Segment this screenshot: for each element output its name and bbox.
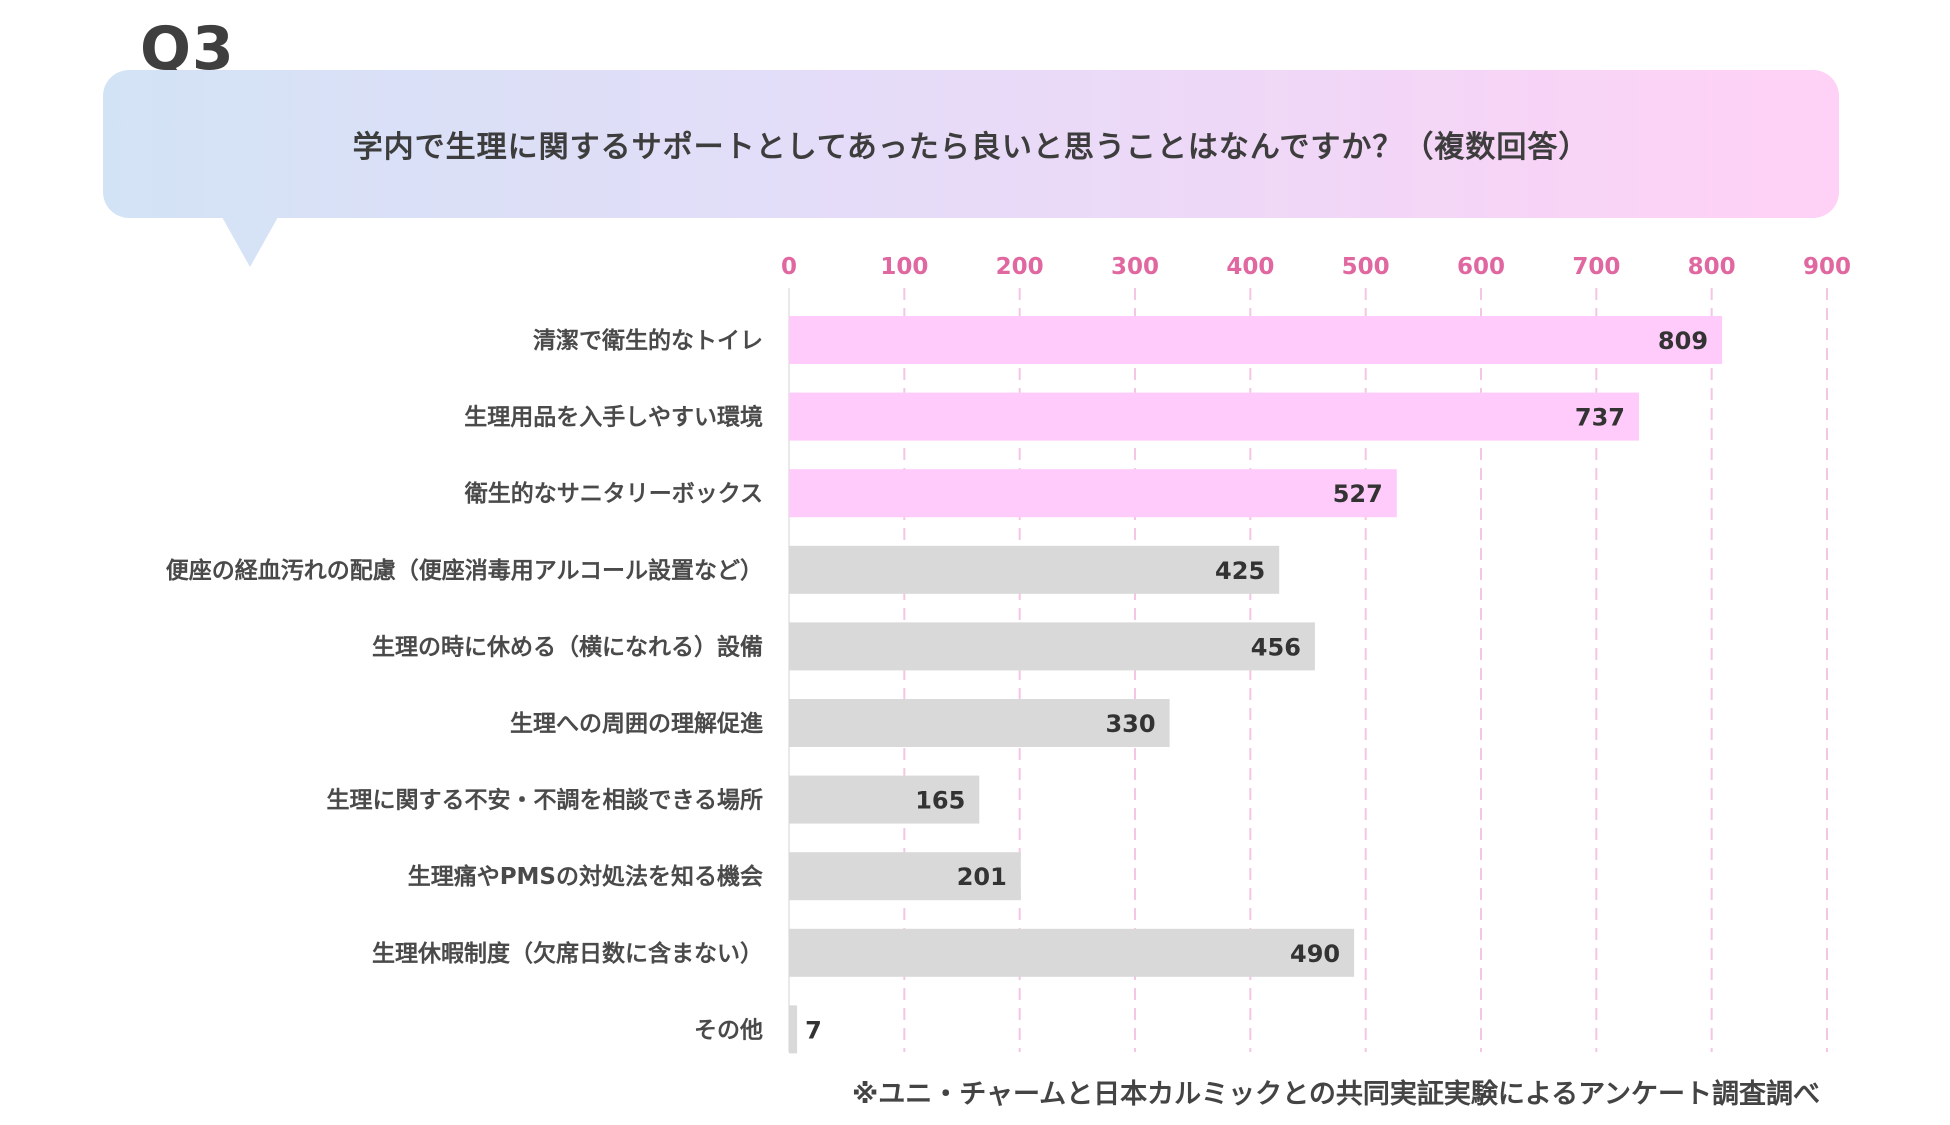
category-label: 生理の時に休める（横になれる）設備: [372, 633, 763, 660]
bar: [789, 1005, 798, 1054]
bar: [789, 316, 1723, 364]
x-tick-label: 900: [1803, 254, 1851, 280]
bubble-tail: [222, 217, 278, 267]
x-tick-label: 200: [996, 254, 1044, 280]
value-label: 165: [915, 787, 965, 815]
category-label: 便座の経血汚れの配慮（便座消毒用アルコール設置など）: [166, 557, 763, 584]
category-label: 生理への周囲の理解促進: [510, 710, 763, 737]
value-label: 425: [1215, 557, 1265, 585]
category-label: 生理に関する不安・不調を相談できる場所: [326, 787, 763, 814]
bar: [789, 775, 980, 824]
x-tick-label: 600: [1457, 254, 1505, 280]
category-label: 生理痛やPMSの対処法を知る機会: [408, 863, 763, 890]
x-tick-label: 100: [880, 254, 928, 280]
category-label: その他: [694, 1017, 763, 1043]
category-label: 生理休暇制度（欠席日数に含まない）: [372, 940, 763, 967]
x-tick-label: 700: [1572, 254, 1620, 280]
value-label: 456: [1251, 633, 1301, 661]
footnote: ※ユニ・チャームと日本カルミックとの共同実証実験によるアンケート調査調べ: [851, 1079, 1820, 1110]
value-label: 7: [805, 1016, 822, 1044]
value-label: 490: [1290, 940, 1340, 968]
bar: [789, 545, 1280, 594]
category-label: 清潔で衛生的なトイレ: [533, 327, 763, 354]
question-bubble: [103, 70, 1839, 218]
bar: [789, 469, 1397, 518]
bar: [789, 928, 1355, 977]
bar: [789, 852, 1021, 901]
question-text: 学内で生理に関するサポートとしてあったら良いと思うことはなんですか？（複数回答）: [352, 130, 1590, 165]
x-tick-label: 800: [1688, 254, 1736, 280]
x-tick-label: 500: [1342, 254, 1390, 280]
value-label: 527: [1333, 480, 1383, 508]
category-label: 衛生的なサニタリーボックス: [464, 480, 763, 507]
category-label: 生理用品を入手しやすい環境: [464, 404, 763, 431]
value-label: 737: [1575, 404, 1625, 432]
x-tick-label: 0: [781, 254, 797, 280]
bar: [789, 392, 1640, 441]
x-tick-label: 400: [1226, 254, 1274, 280]
value-label: 201: [957, 863, 1007, 891]
bar: [789, 699, 1170, 747]
value-label: 809: [1658, 327, 1708, 355]
x-tick-label: 300: [1111, 254, 1159, 280]
bar: [789, 622, 1315, 671]
value-label: 330: [1105, 710, 1155, 738]
